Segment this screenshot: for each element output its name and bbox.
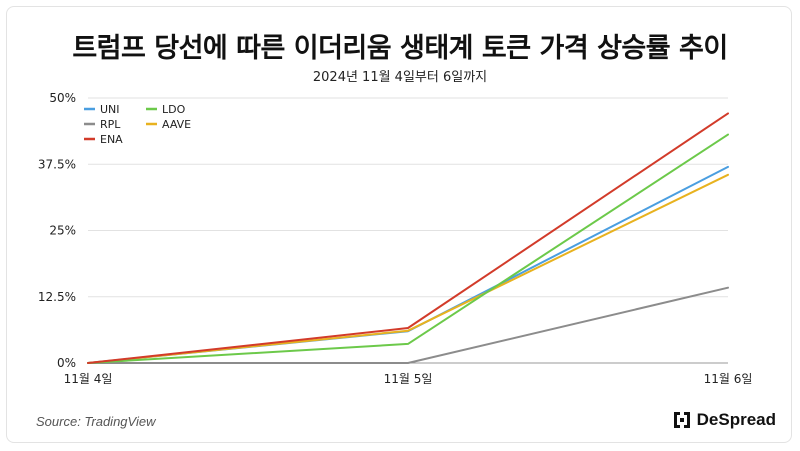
legend-label-ldo: LDO: [162, 103, 186, 116]
legend-label-ena: ENA: [100, 133, 123, 146]
brand-logo: DeSpread: [673, 410, 776, 430]
chart-title: 트럼프 당선에 따른 이더리움 생태계 토큰 가격 상승률 추이: [72, 33, 728, 64]
chart-subtitle: 2024년 11월 4일부터 6일까지: [312, 70, 488, 85]
series-line-ena: [87, 112, 729, 364]
y-tick-label: 25%: [49, 224, 76, 238]
series-lines: [87, 112, 729, 364]
brand-name: DeSpread: [696, 410, 776, 429]
y-tick-label: 50%: [49, 91, 76, 105]
y-tick-label: 37.5%: [38, 157, 76, 171]
legend-label-rpl: RPL: [100, 118, 121, 131]
y-tick-label: 12.5%: [38, 290, 76, 304]
y-axis: 0% 12.5% 25% 37.5% 50%: [38, 91, 76, 370]
series-line-aave: [87, 173, 729, 364]
chart-card: [6, 6, 792, 443]
series-line-rpl: [87, 286, 729, 364]
source-note: Source: TradingView: [36, 414, 156, 429]
series-line-ldo: [87, 133, 729, 364]
grid: [88, 97, 728, 364]
despread-logo-icon: [673, 412, 690, 428]
x-tick-label: 11월 6일: [704, 372, 753, 386]
y-tick-label: 0%: [57, 356, 76, 370]
x-tick-label: 11월 5일: [384, 372, 433, 386]
legend-label-uni: UNI: [100, 103, 120, 116]
x-tick-label: 11월 4일: [64, 372, 113, 386]
x-axis: 11월 4일 11월 5일 11월 6일: [64, 372, 753, 386]
legend: UNI RPL ENA LDO AAVE: [84, 103, 191, 146]
legend-label-aave: AAVE: [162, 118, 191, 131]
